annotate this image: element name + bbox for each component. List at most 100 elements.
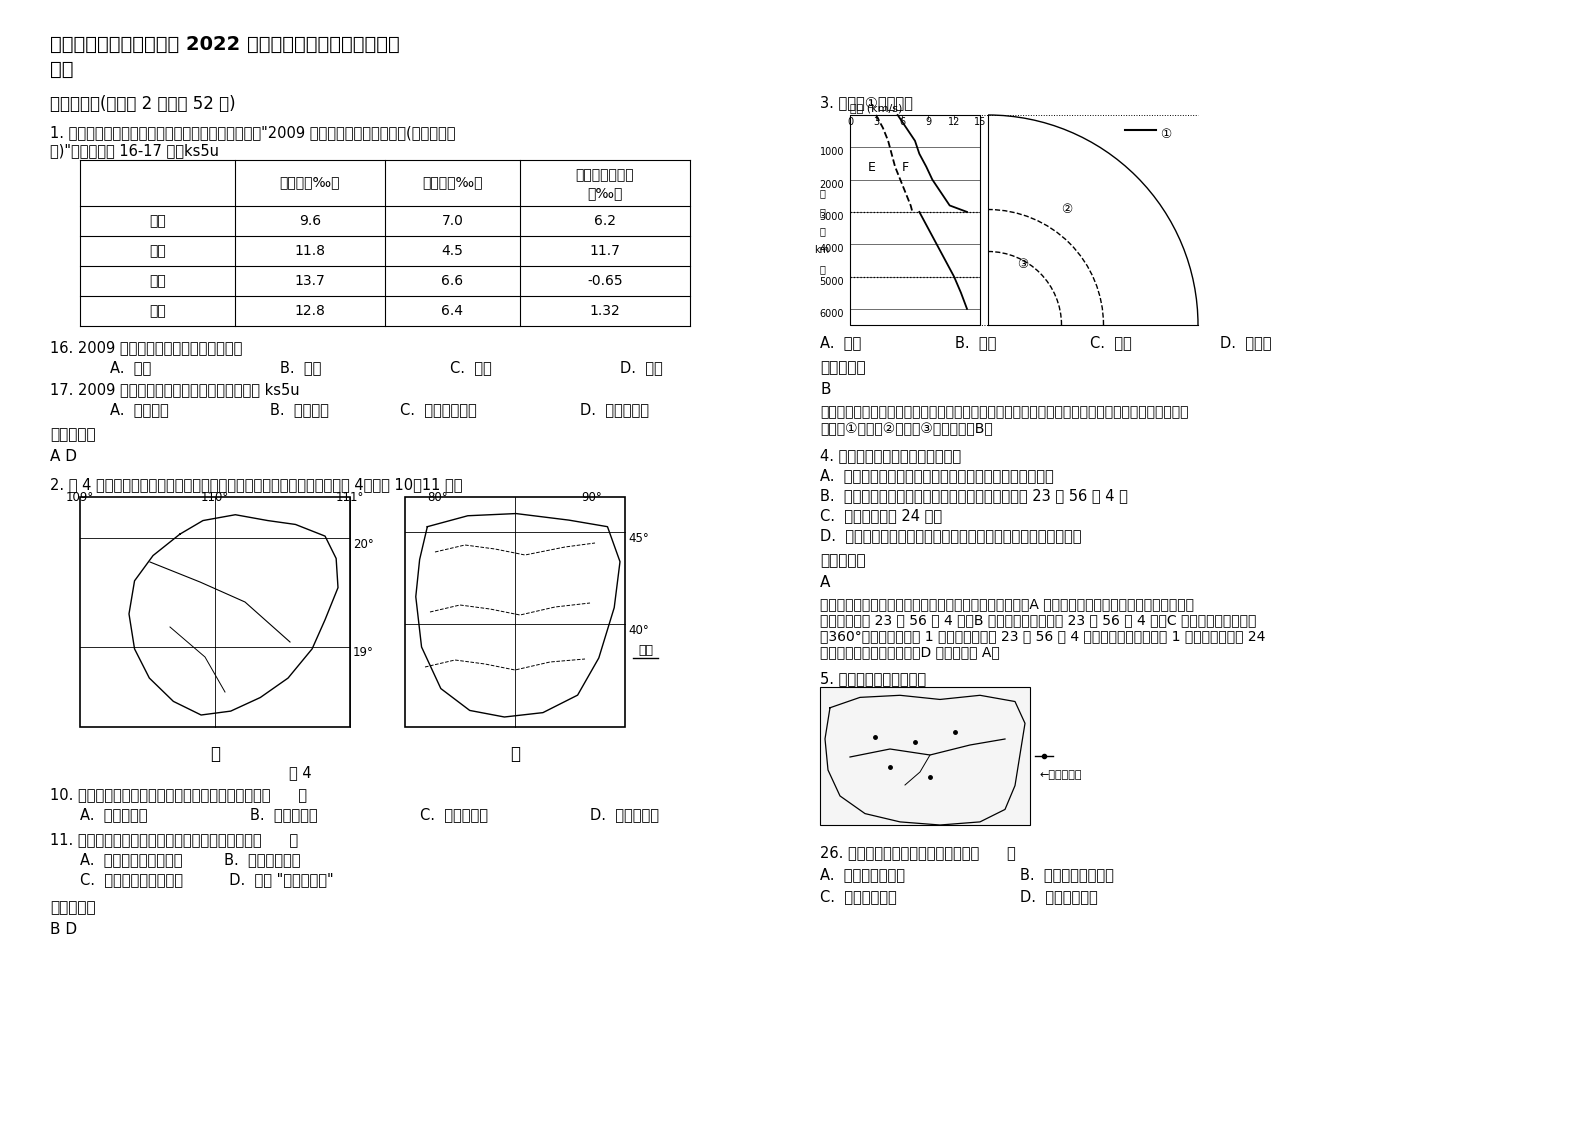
Text: -0.65: -0.65 bbox=[587, 274, 622, 288]
Text: 12: 12 bbox=[947, 117, 960, 127]
Bar bbox=[79, 497, 351, 727]
Text: 111°: 111° bbox=[336, 491, 363, 504]
Text: 40°: 40° bbox=[628, 624, 649, 636]
Text: 地球一刻不停地绕地轴自转，地轴始终指向北极星附近，A 正确；以某一恒星为为参照物，地球自转: 地球一刻不停地绕地轴自转，地轴始终指向北极星附近，A 正确；以某一恒星为为参照物… bbox=[820, 597, 1193, 611]
Text: A: A bbox=[820, 574, 830, 590]
Text: 乙: 乙 bbox=[509, 745, 521, 763]
Text: 109°: 109° bbox=[67, 491, 94, 504]
Text: 广东: 广东 bbox=[149, 243, 167, 258]
Text: ）: ） bbox=[819, 264, 825, 274]
Text: ③: ③ bbox=[1017, 258, 1028, 270]
Text: （: （ bbox=[819, 227, 825, 237]
Text: B.  广东: B. 广东 bbox=[279, 360, 322, 375]
Text: C.  一个恒星日是 24 小时: C. 一个恒星日是 24 小时 bbox=[820, 508, 943, 523]
Text: 6.4: 6.4 bbox=[441, 304, 463, 318]
Text: 45°: 45° bbox=[628, 532, 649, 544]
Text: A D: A D bbox=[51, 449, 78, 465]
Text: A.  出生率低: A. 出生率低 bbox=[110, 402, 168, 417]
Text: D.  地球自转一周的时间是确定的，所以恒星日与太阳日应该相等: D. 地球自转一周的时间是确定的，所以恒星日与太阳日应该相等 bbox=[820, 528, 1081, 543]
Text: B: B bbox=[820, 381, 830, 397]
Text: 小时，太阳日大于恒星日，D 错误。故选 A。: 小时，太阳日大于恒星日，D 错误。故选 A。 bbox=[820, 645, 1000, 659]
Text: 4.5: 4.5 bbox=[441, 243, 463, 258]
Text: 11.8: 11.8 bbox=[295, 243, 325, 258]
Text: ①: ① bbox=[1160, 128, 1171, 140]
Text: B.  以不同恒星为参考点，地球自转一周的时间都是 23 时 56 分 4 秒: B. 以不同恒星为参考点，地球自转一周的时间都是 23 时 56 分 4 秒 bbox=[820, 488, 1128, 503]
Text: 0: 0 bbox=[847, 117, 854, 127]
Text: 11. 下列关于甲乙两地地形特征的叙述，正确的是（      ）: 11. 下列关于甲乙两地地形特征的叙述，正确的是（ ） bbox=[51, 833, 298, 847]
Text: D.  迁出人口多: D. 迁出人口多 bbox=[579, 402, 649, 417]
Text: 17. 2009 年安徽省常住人口负增长率的原因是 ks5u: 17. 2009 年安徽省常住人口负增长率的原因是 ks5u bbox=[51, 381, 300, 397]
Text: 20°: 20° bbox=[352, 539, 375, 551]
Text: D.  软流层: D. 软流层 bbox=[1220, 335, 1271, 350]
Text: D.  矿产资源贫乏: D. 矿产资源贫乏 bbox=[1020, 889, 1098, 904]
Text: 3000: 3000 bbox=[819, 212, 844, 222]
Text: D.  热量、水源: D. 热量、水源 bbox=[590, 807, 659, 822]
Text: 参考答案：: 参考答案： bbox=[51, 900, 95, 916]
Text: C.  降水、热量: C. 降水、热量 bbox=[421, 807, 487, 822]
Text: 6: 6 bbox=[898, 117, 905, 127]
Text: 安徽: 安徽 bbox=[149, 274, 167, 288]
Text: 80°: 80° bbox=[427, 491, 448, 504]
Text: A.  地球一刻不停地绕地轴自转，地轴始终指向北极星附近: A. 地球一刻不停地绕地轴自转，地轴始终指向北极星附近 bbox=[820, 468, 1054, 482]
Text: 19°: 19° bbox=[352, 646, 375, 660]
Text: B.  死亡率高: B. 死亡率高 bbox=[270, 402, 329, 417]
Text: A.  江苏: A. 江苏 bbox=[110, 360, 151, 375]
Text: 深: 深 bbox=[819, 188, 825, 199]
Text: 一周的时间是 23 时 56 分 4 秒，B 错误；一个恒星日是 23 时 56 分 4 秒，C 错误；地球自转一周: 一周的时间是 23 时 56 分 4 秒，B 错误；一个恒星日是 23 时 56… bbox=[820, 613, 1257, 627]
Text: km: km bbox=[814, 246, 830, 255]
Text: C.  水能资源丰富: C. 水能资源丰富 bbox=[820, 889, 897, 904]
Text: 110°: 110° bbox=[202, 491, 229, 504]
Text: A.  地形以平原为主: A. 地形以平原为主 bbox=[820, 867, 905, 882]
Text: 13.7: 13.7 bbox=[295, 274, 325, 288]
Text: 2000: 2000 bbox=[819, 180, 844, 190]
Text: 6.6: 6.6 bbox=[441, 274, 463, 288]
Text: D.  贵州: D. 贵州 bbox=[621, 360, 663, 375]
Text: 1.32: 1.32 bbox=[590, 304, 621, 318]
Text: 常住人口增长率: 常住人口增长率 bbox=[576, 168, 635, 182]
Text: 图 4: 图 4 bbox=[289, 765, 311, 780]
Text: B.  地壳: B. 地壳 bbox=[955, 335, 997, 350]
Text: 局)"，读表完成 16-17 题，ks5u: 局)"，读表完成 16-17 题，ks5u bbox=[51, 142, 219, 158]
Text: （‰）: （‰） bbox=[587, 186, 622, 200]
Text: 度: 度 bbox=[819, 208, 825, 218]
Text: 11.7: 11.7 bbox=[589, 243, 621, 258]
Bar bbox=[851, 114, 981, 325]
Text: ②: ② bbox=[1062, 203, 1073, 217]
Text: 7.0: 7.0 bbox=[441, 214, 463, 228]
Text: 90°: 90° bbox=[581, 491, 603, 504]
Text: A.  地幔: A. 地幔 bbox=[820, 335, 862, 350]
Text: 5000: 5000 bbox=[819, 276, 844, 286]
Text: 参考答案：: 参考答案： bbox=[820, 360, 865, 375]
Text: （360°）所需的时间为 1 恒星日，时间为 23 时 56 分 4 秒，昼夜交替的周期为 1 太阳日，时间为 24: （360°）所需的时间为 1 恒星日，时间为 23 时 56 分 4 秒，昼夜交… bbox=[820, 629, 1265, 643]
Text: 5. 读图，完成下列问题。: 5. 读图，完成下列问题。 bbox=[820, 671, 927, 686]
Text: A.  甲地四周高、中间低         B.  乙地西高东低: A. 甲地四周高、中间低 B. 乙地西高东低 bbox=[79, 852, 300, 867]
Text: 2. 图 4 中的甲、乙图分别为我国两个省级行政单位河流分布示意图，读图 4，完成 10～11 题。: 2. 图 4 中的甲、乙图分别为我国两个省级行政单位河流分布示意图，读图 4，完… bbox=[51, 477, 462, 493]
Text: 江苏: 江苏 bbox=[149, 214, 167, 228]
Text: 一、选择题(每小题 2 分，共 52 分): 一、选择题(每小题 2 分，共 52 分) bbox=[51, 95, 235, 113]
Text: 出生率（‰）: 出生率（‰） bbox=[279, 175, 340, 188]
Text: 10. 甲、乙两地发展农业生产的优势气候资源分别是（      ）: 10. 甲、乙两地发展农业生产的优势气候资源分别是（ ） bbox=[51, 787, 306, 802]
Text: 3: 3 bbox=[873, 117, 879, 127]
Text: C.  甲地西南高、东北低          D.  乙地 "三山夹两盆": C. 甲地西南高、东北低 D. 乙地 "三山夹两盆" bbox=[79, 872, 333, 888]
Text: 6.2: 6.2 bbox=[594, 214, 616, 228]
Text: 解析: 解析 bbox=[51, 59, 73, 79]
Text: 河流: 河流 bbox=[638, 644, 652, 657]
Text: 12.8: 12.8 bbox=[295, 304, 325, 318]
Text: 甲: 甲 bbox=[209, 745, 221, 763]
Text: E: E bbox=[868, 162, 876, 174]
Text: 江苏省连云港市新星中学 2022 年高二地理下学期期末试题含: 江苏省连云港市新星中学 2022 年高二地理下学期期末试题含 bbox=[51, 35, 400, 54]
Text: 26. 关于田纳西河流域叙述正确的是（      ）: 26. 关于田纳西河流域叙述正确的是（ ） bbox=[820, 845, 1016, 859]
Text: C.  地核: C. 地核 bbox=[1090, 335, 1132, 350]
Text: 3. 下图中①圈层表示: 3. 下图中①圈层表示 bbox=[820, 95, 913, 110]
Text: 参考答案：: 参考答案： bbox=[820, 553, 865, 568]
Text: B D: B D bbox=[51, 922, 78, 937]
Text: F: F bbox=[901, 162, 909, 174]
Bar bbox=[405, 497, 625, 727]
Text: B.  冬季气候寒冷干燥: B. 冬季气候寒冷干燥 bbox=[1020, 867, 1114, 882]
Text: 9: 9 bbox=[925, 117, 932, 127]
Text: 次分为①地壳、②地幔和③地核。故选B。: 次分为①地壳、②地幔和③地核。故选B。 bbox=[820, 422, 993, 436]
Text: 贵州: 贵州 bbox=[149, 304, 167, 318]
Text: 速度 (km/s): 速度 (km/s) bbox=[851, 103, 903, 113]
Text: ←代表性城市: ←代表性城市 bbox=[1039, 770, 1082, 780]
Text: 1000: 1000 bbox=[819, 147, 844, 157]
